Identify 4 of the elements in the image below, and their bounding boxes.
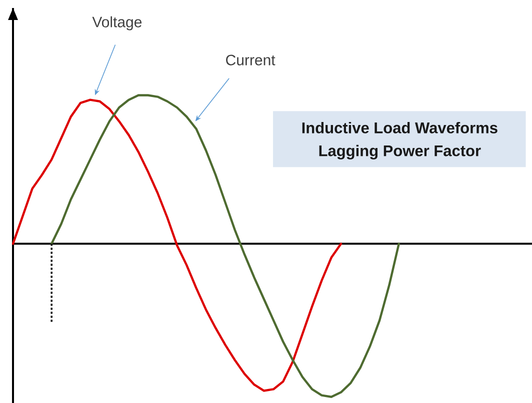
text: Voltage (92, 16, 142, 30)
text: Current (226, 54, 276, 66)
text: Lagging Power Factor (319, 144, 481, 160)
text: Inductive Load Waveforms (302, 122, 498, 134)
